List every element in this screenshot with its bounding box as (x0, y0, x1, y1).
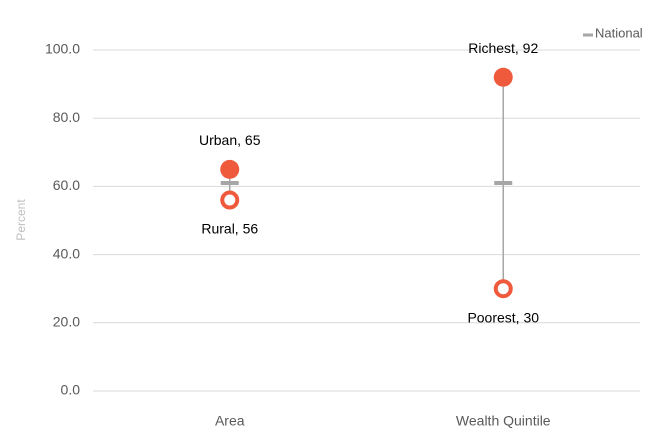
data-label: Richest, 92 (468, 40, 538, 56)
y-tick-label: 100.0 (45, 41, 80, 57)
y-tick-label: 40.0 (53, 245, 80, 261)
y-tick-label: 0.0 (61, 382, 81, 398)
y-tick-label: 80.0 (53, 109, 80, 125)
x-tick-label: Wealth Quintile (456, 413, 551, 429)
y-tick-label: 20.0 (53, 314, 80, 330)
data-label: Urban, 65 (199, 132, 261, 148)
data-label: Rural, 56 (201, 221, 258, 237)
low-marker (220, 190, 240, 210)
y-axis-label: Percent (14, 199, 28, 241)
low-marker (493, 279, 513, 299)
x-tick-label: Area (215, 413, 245, 429)
data-label: Poorest, 30 (467, 309, 539, 325)
high-marker (220, 159, 240, 179)
high-marker (493, 67, 513, 87)
y-tick-label: 60.0 (53, 177, 80, 193)
legend-label: National (595, 25, 643, 40)
